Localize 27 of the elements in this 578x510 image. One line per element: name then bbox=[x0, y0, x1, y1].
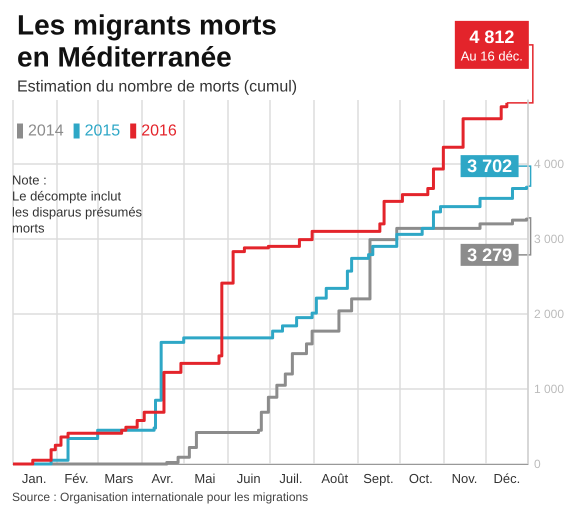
annotation: 4 812 Au 16 déc. bbox=[460, 26, 523, 64]
chart-title: Les migrants morts en Méditerranée bbox=[17, 10, 285, 72]
source-note: Source : Organisation internationale pour les migrations bbox=[12, 490, 308, 504]
legend-label: 2016 bbox=[141, 122, 177, 140]
legend-label: 2015 bbox=[84, 122, 120, 140]
x-tick-label: Mai bbox=[194, 471, 216, 486]
x-tick-label: Juin bbox=[236, 471, 261, 486]
x-tick-label: Nov. bbox=[452, 471, 478, 486]
x-tick-label: Avr. bbox=[151, 471, 174, 486]
chart-subtitle: Estimation du nombre de morts (cumul) bbox=[17, 78, 298, 96]
y-tick-label: 4 000 bbox=[534, 156, 564, 171]
x-tick-label: Jan. bbox=[22, 471, 46, 486]
y-tick-label: 3 000 bbox=[534, 232, 564, 246]
annotation: 3 702 bbox=[467, 156, 512, 176]
y-tick-label: 1 000 bbox=[534, 382, 564, 396]
x-tick-label: Juil. bbox=[279, 471, 303, 486]
x-tick-label: Oct. bbox=[408, 471, 433, 486]
annotation: 3 279 bbox=[467, 244, 512, 265]
legend-label: 2014 bbox=[28, 122, 64, 140]
x-tick-label: Mars bbox=[104, 471, 134, 486]
x-tick-label: Sept. bbox=[363, 471, 394, 486]
y-tick-label: 0 bbox=[534, 457, 541, 471]
x-tick-label: Fév. bbox=[64, 471, 89, 486]
x-tick-label: Déc. bbox=[493, 471, 520, 486]
annotation: Note : Le décompte inclut les disparus présumés morts bbox=[12, 172, 143, 236]
y-tick-label: 2 000 bbox=[534, 306, 564, 321]
x-tick-label: Août bbox=[321, 471, 348, 486]
